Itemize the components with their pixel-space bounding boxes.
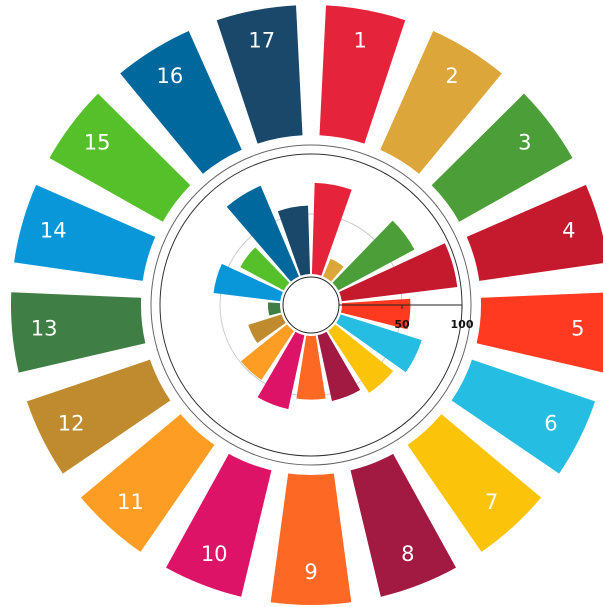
- bar: [339, 243, 458, 302]
- goal-label: 6: [544, 411, 557, 435]
- bar: [336, 314, 422, 373]
- goal-label: 1: [354, 29, 367, 53]
- bar: [277, 205, 311, 276]
- goal-label: 7: [485, 490, 498, 514]
- goal-label: 13: [31, 317, 58, 341]
- goal-segment: [80, 414, 215, 552]
- bar: [240, 247, 290, 291]
- goal-segment: [270, 473, 352, 606]
- goal-segment: [49, 93, 191, 222]
- bar: [248, 314, 286, 344]
- bar: [213, 263, 283, 302]
- goal-segment: [120, 31, 242, 174]
- goal-segment: [10, 292, 146, 373]
- goal-segment: [166, 453, 272, 597]
- goal-segment: [466, 184, 603, 281]
- bar: [332, 220, 415, 291]
- bar: [317, 331, 361, 401]
- goal-segment: [350, 453, 456, 597]
- bar: [328, 324, 394, 393]
- goal-label: 5: [571, 317, 584, 341]
- y-tick-label: 100: [451, 318, 474, 331]
- goal-label: 3: [518, 130, 531, 154]
- center-hole: [282, 276, 340, 334]
- goal-label: 2: [445, 64, 458, 88]
- bar: [296, 335, 326, 400]
- bar: [257, 331, 305, 410]
- goal-label: 15: [84, 130, 111, 154]
- bar: [268, 302, 281, 316]
- goal-label: 16: [157, 64, 184, 88]
- goal-label: 9: [304, 560, 317, 584]
- goal-label: 12: [58, 411, 85, 435]
- goal-segment: [380, 31, 502, 174]
- goal-label: 14: [40, 219, 67, 243]
- goal-label: 8: [401, 542, 414, 566]
- goal-label: 4: [562, 219, 575, 243]
- goal-segment: [476, 292, 603, 373]
- bar: [240, 324, 294, 380]
- goal-segment: [451, 359, 596, 474]
- goal-segment: [319, 5, 406, 144]
- goal-segment: [14, 184, 156, 281]
- y-tick-label: 50: [394, 318, 410, 331]
- goal-label: 17: [248, 29, 275, 53]
- bar: [226, 185, 299, 282]
- bar: [311, 182, 352, 276]
- bar: [323, 258, 344, 282]
- goal-segment: [431, 93, 573, 222]
- goal-segment: [407, 414, 542, 552]
- bar: [341, 298, 411, 330]
- goal-label: 11: [117, 490, 144, 514]
- goal-label: 10: [201, 542, 228, 566]
- goal-segment: [216, 5, 303, 144]
- goal-segment: [26, 359, 171, 474]
- outer-frame: [150, 144, 472, 466]
